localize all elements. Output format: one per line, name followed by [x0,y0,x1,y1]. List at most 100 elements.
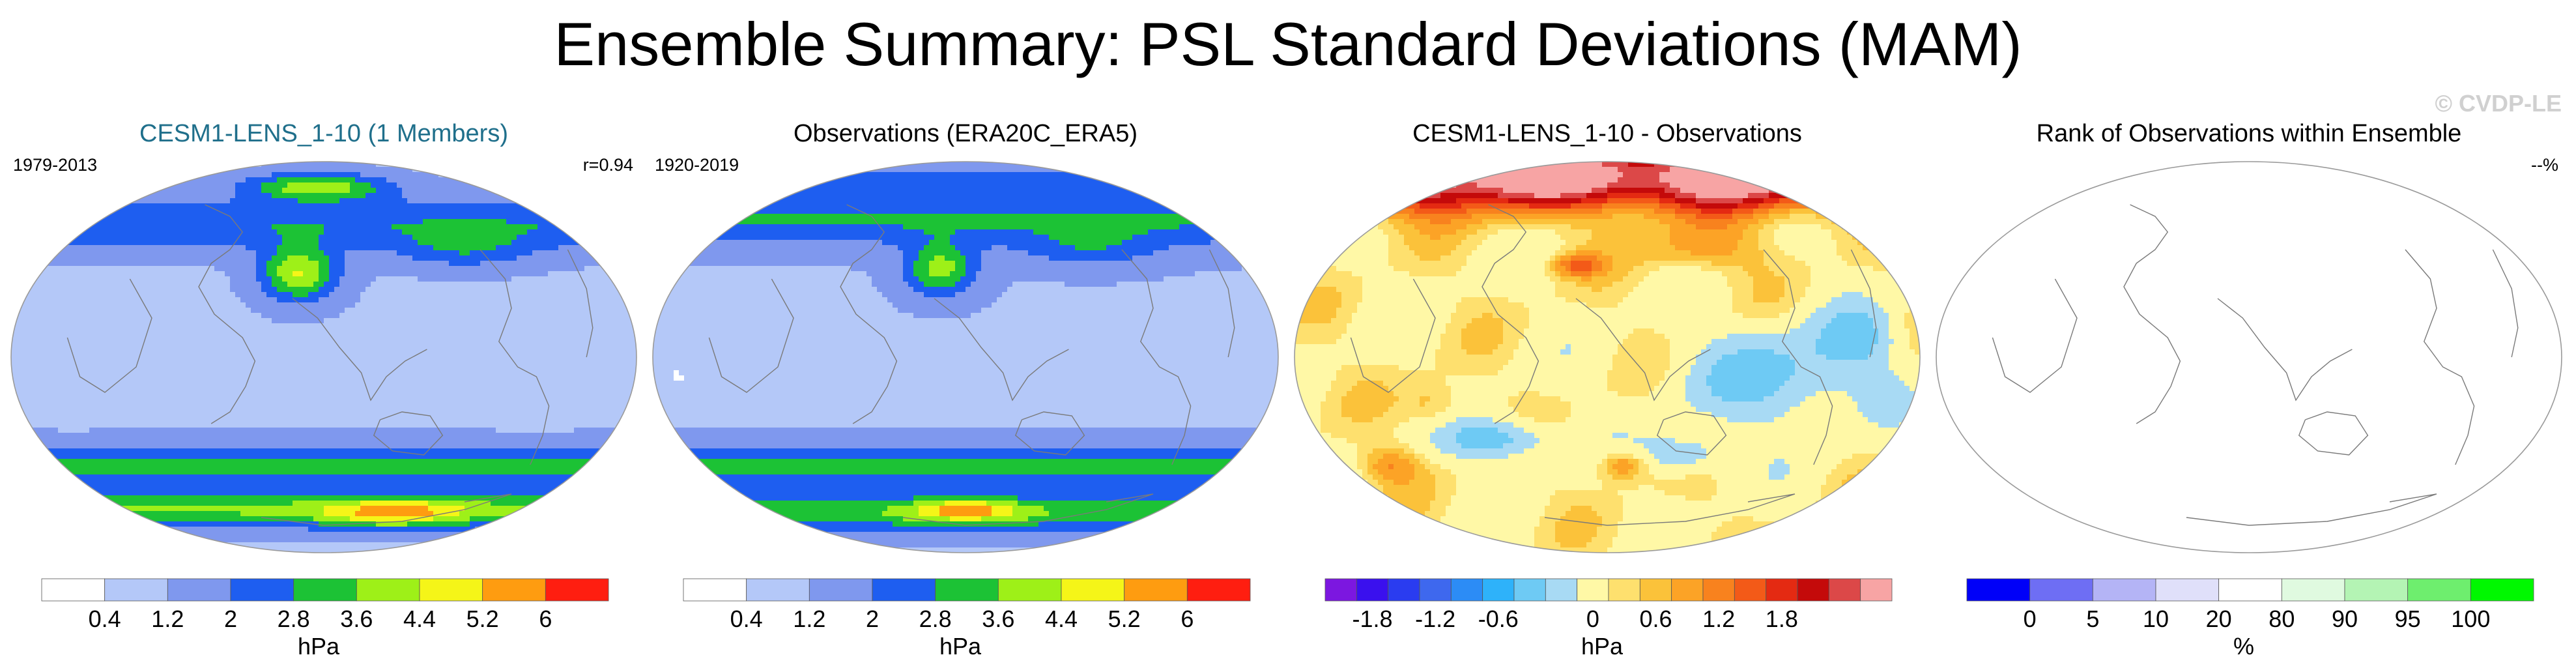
colorbar-tick-label: -1.8 [1352,605,1392,632]
colorbar-swatch [1186,578,1251,602]
colorbar-swatch [746,578,810,602]
map-field [1295,162,1920,553]
colorbar-swatch [1124,578,1188,602]
panel-title: Rank of Observations within Ensemble [1933,120,2565,148]
colorbar-tick-label: 6 [539,605,552,632]
colorbar-swatch [2092,578,2156,602]
colorbar-unit: hPa [298,633,340,660]
colorbar-swatch [1513,578,1546,602]
colorbar-swatch [2218,578,2282,602]
colorbar-swatch [1797,578,1829,602]
panel-difference: CESM1-LENS_1-10 - Observations -1.8 -1.2-… [1291,117,1923,665]
colorbar-tick-label: 5 [2086,605,2099,632]
colorbar-tick-label: 1.2 [1702,605,1735,632]
colorbar-swatch [2344,578,2409,602]
colorbar-tick-label: 0.4 [730,605,763,632]
coastlines [66,204,594,526]
colorbar-swatch [2281,578,2345,602]
map-outline [1294,161,1921,553]
colorbar-swatch [1577,578,1609,602]
colorbar-tick-label: 0 [1586,605,1599,632]
panel-model-std: CESM1-LENS_1-10 (1 Members) 1979-2013 r=… [8,117,640,665]
map-field [11,162,637,553]
colorbar-swatch [1734,578,1767,602]
colorbar-swatch [356,578,420,602]
colorbar-swatch [1482,578,1515,602]
map-outline [1936,161,2562,553]
colorbar-tick-label: 2.8 [278,605,310,632]
colorbar-swatch [1356,578,1389,602]
colorbar-swatch [167,578,231,602]
colorbar-swatch [545,578,609,602]
colorbar-tick-label: 10 [2143,605,2169,632]
map-difference [1294,161,1921,553]
colorbar-tick-label: 4.4 [403,605,436,632]
colorbar-tick-label: 3.6 [340,605,373,632]
colorbar-swatch [1545,578,1578,602]
colorbar-swatch [935,578,999,602]
colorbar-tick-label: 4.4 [1045,605,1078,632]
colorbar-swatch [419,578,483,602]
colorbar-difference: -1.8 -1.2 -0.6 0 0.6 1.2 1.8 hPa [1324,578,1893,660]
colorbar-tick-label: -1.2 [1415,605,1455,632]
map-outline [652,161,1279,553]
colorbar-swatch [872,578,936,602]
colorbar-swatch [2407,578,2471,602]
colorbar-unit: hPa [939,633,982,660]
colorbar-tick-label: 6 [1181,605,1194,632]
colorbar-swatch [997,578,1062,602]
pattern-correlation: r=0.94 [583,155,633,175]
colorbar-tick-label: 20 [2206,605,2232,632]
colorbar-tick-label: 1.2 [793,605,825,632]
panel-obs-std: Observations (ERA20C_ERA5) 1920-2019 0.4… [650,117,1281,665]
panel-rank: Rank of Observations within Ensemble --%… [1933,117,2565,665]
colorbar-swatch [1702,578,1735,602]
colorbar-swatch [2029,578,2093,602]
colorbar-swatch [683,578,747,602]
panel-title: CESM1-LENS_1-10 (1 Members) [8,120,640,148]
colorbar-tick-label: 0.4 [89,605,121,632]
colorbar-tick-label: 2 [224,605,237,632]
rank-percent: --% [2531,155,2558,175]
colorbar-tick-label: 80 [2268,605,2295,632]
colorbar-tick-label: -0.6 [1478,605,1519,632]
colorbar-tick-label: 100 [2451,605,2490,632]
colorbar-swatch [1388,578,1420,602]
map-field [653,162,1278,553]
colorbar-tick-label: 1.2 [151,605,184,632]
colorbar-rank: 0 5 10 20 80 90 95 100% [1966,578,2534,660]
period-label: 1920-2019 [655,155,739,175]
map-model-std [10,161,637,553]
colorbar-tick-label: 0 [2024,605,2037,632]
colorbar-obs-std: 0.4 1.2 2 2.8 3.6 4.4 5.2 6 hPa [683,578,1251,660]
colorbar-unit: % [2233,633,2254,660]
colorbar-swatch [482,578,546,602]
colorbar-swatch [1860,578,1893,602]
colorbar-tick-label: 0.6 [1639,605,1672,632]
map-obs-std [652,161,1279,553]
colorbar-swatch [2155,578,2220,602]
colorbar-tick-label: 1.8 [1766,605,1798,632]
coastlines [1350,204,1877,526]
colorbar-swatch [1966,578,2031,602]
coastlines [1992,204,2519,526]
colorbar-swatch [104,578,168,602]
watermark: © CVDP-LE [2435,90,2562,117]
colorbar-swatch [2470,578,2534,602]
coastlines [708,204,1235,526]
colorbar-swatch [1828,578,1861,602]
colorbar-swatch [1671,578,1704,602]
colorbar-swatch [1639,578,1672,602]
map-outline [10,161,637,553]
map-rank [1936,161,2562,553]
colorbar-tick-label: 3.6 [982,605,1014,632]
colorbar-unit: hPa [1581,633,1624,660]
panel-title: Observations (ERA20C_ERA5) [650,120,1281,148]
colorbar-tick-label: 2.8 [919,605,952,632]
colorbar-swatch [809,578,873,602]
main-title: Ensemble Summary: PSL Standard Deviation… [0,8,2576,81]
colorbar-swatch [293,578,357,602]
colorbar-tick-label: 90 [2332,605,2358,632]
colorbar-swatch [230,578,294,602]
colorbar-tick-label: 95 [2395,605,2421,632]
